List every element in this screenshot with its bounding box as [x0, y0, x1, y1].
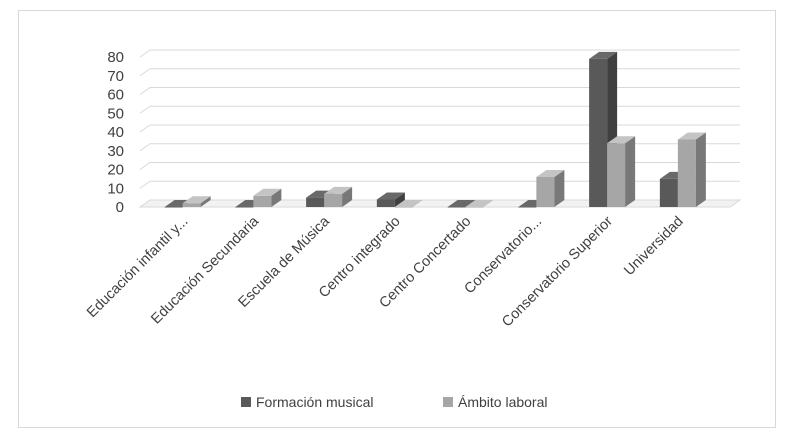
bar-front [465, 207, 484, 208]
bar-front [235, 207, 254, 208]
bar-front [394, 207, 413, 208]
x-axis-labels: Educación infantil y...Educación Secunda… [84, 213, 687, 330]
x-category-label: Universidad [621, 214, 686, 279]
bar-side [394, 192, 405, 207]
y-tick-label: 10 [107, 180, 124, 197]
bar-top [182, 196, 211, 204]
y-tick-label: 40 [107, 124, 124, 141]
bar-top [677, 132, 706, 140]
bar-top [536, 170, 565, 177]
bar-front [164, 207, 183, 208]
legend-label: Formación musical [256, 394, 373, 410]
bar-side [554, 170, 565, 207]
gridline [139, 49, 740, 58]
bars [164, 51, 706, 208]
y-tick-label: 80 [107, 49, 124, 66]
chart-frame [18, 10, 776, 428]
legend: Formación musical Ámbito laboral [241, 394, 548, 410]
y-tick-label: 0 [116, 199, 124, 216]
bar-top [589, 51, 618, 59]
legend-swatch [443, 397, 453, 407]
bar-front [677, 139, 696, 207]
bar-front [306, 197, 325, 207]
bar-front [659, 178, 678, 207]
bar-front [447, 207, 466, 208]
bar-top [465, 200, 494, 207]
bar-side [342, 186, 353, 207]
bar-front [518, 207, 537, 208]
legend-label: Ámbito laboral [458, 394, 548, 410]
bar-front [253, 195, 272, 207]
legend-swatch [241, 397, 251, 407]
gridline [139, 162, 740, 170]
floor [138, 199, 742, 208]
bar-top [253, 188, 282, 196]
gridline [139, 68, 740, 77]
gridline [139, 143, 740, 152]
bar-side [695, 132, 706, 207]
bar-top [607, 136, 636, 144]
bar-side [200, 196, 211, 207]
bar-top [324, 186, 353, 194]
gridline [139, 124, 740, 133]
bar-side [625, 136, 636, 207]
gridline [139, 105, 740, 114]
gridline [139, 180, 740, 189]
bar-top [394, 200, 423, 207]
y-tick-label: 60 [107, 87, 124, 104]
y-tick-label: 70 [107, 68, 124, 85]
y-tick-label: 20 [107, 162, 124, 179]
bar-front [536, 177, 555, 207]
bar-top [376, 192, 405, 200]
grid-lines [138, 49, 742, 208]
y-tick-label: 30 [107, 143, 124, 160]
bar-front [607, 143, 626, 207]
bar-front [324, 193, 343, 207]
bar-front [182, 203, 201, 207]
gridline [139, 87, 740, 95]
bar-top [447, 200, 476, 207]
bar-side [271, 188, 282, 207]
bar-front [589, 58, 608, 207]
y-tick-label: 50 [107, 105, 124, 122]
bar-front [376, 199, 395, 207]
